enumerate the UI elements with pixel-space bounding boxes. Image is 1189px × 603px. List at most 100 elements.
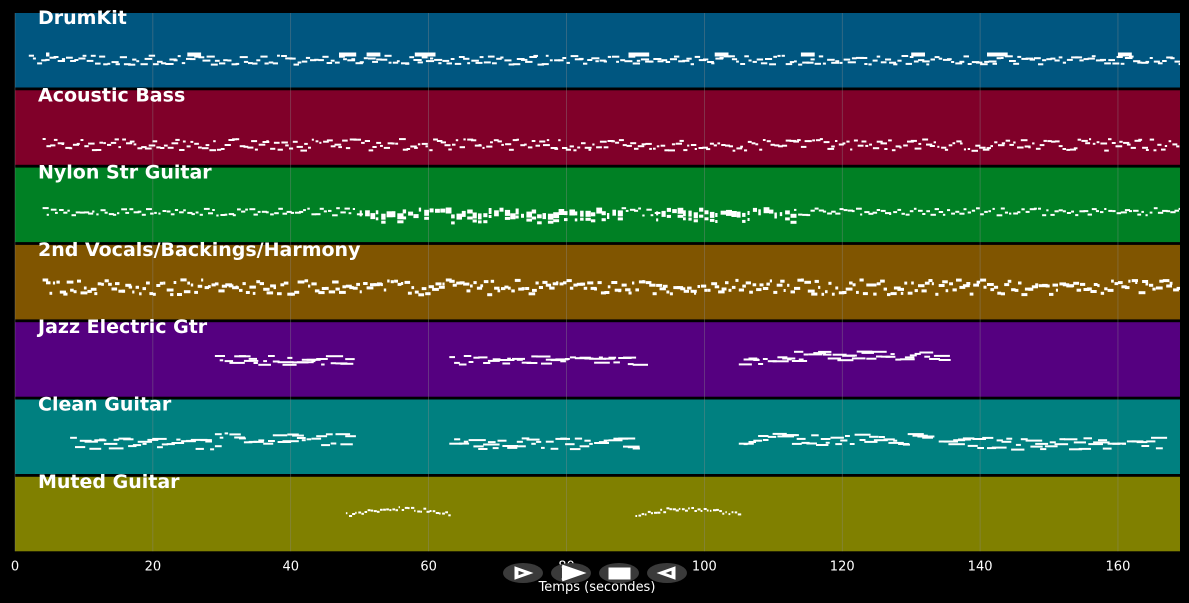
note xyxy=(1000,292,1005,296)
note xyxy=(625,288,631,292)
note xyxy=(239,56,248,59)
note xyxy=(682,59,690,62)
note xyxy=(1078,447,1091,450)
note xyxy=(876,140,883,143)
note xyxy=(584,439,591,442)
note xyxy=(183,209,186,212)
x-tick-label: 60 xyxy=(420,559,437,574)
note xyxy=(396,60,400,63)
note xyxy=(243,441,253,444)
note xyxy=(277,292,282,296)
note xyxy=(1119,140,1123,143)
note xyxy=(1142,146,1148,149)
note xyxy=(318,59,324,62)
note xyxy=(95,62,101,65)
note xyxy=(287,433,299,436)
note xyxy=(281,55,287,57)
note xyxy=(536,355,551,358)
note xyxy=(376,510,380,513)
note xyxy=(861,351,874,354)
note xyxy=(700,284,707,288)
note xyxy=(614,288,622,292)
note xyxy=(1017,55,1022,58)
note xyxy=(878,436,885,438)
note xyxy=(209,149,217,152)
note xyxy=(1071,210,1074,213)
note xyxy=(742,212,746,217)
note xyxy=(632,447,640,450)
note xyxy=(219,62,226,65)
note xyxy=(1104,149,1109,152)
note xyxy=(569,448,581,451)
note xyxy=(718,290,725,294)
note xyxy=(232,214,236,217)
rewind-button[interactable] xyxy=(647,563,687,583)
note xyxy=(220,148,225,150)
note xyxy=(365,210,370,217)
note xyxy=(694,510,697,512)
note xyxy=(955,62,963,65)
note xyxy=(909,210,914,213)
note xyxy=(635,288,639,292)
note xyxy=(458,56,465,58)
note xyxy=(818,209,824,212)
note xyxy=(918,209,923,212)
note xyxy=(553,219,560,223)
note xyxy=(941,146,947,149)
note xyxy=(590,219,596,223)
note xyxy=(330,145,336,148)
note xyxy=(611,140,615,143)
forward-button[interactable] xyxy=(551,563,591,583)
note xyxy=(311,437,322,440)
note xyxy=(873,439,888,442)
note xyxy=(897,59,902,62)
note xyxy=(607,285,611,289)
note xyxy=(905,213,910,216)
note xyxy=(112,213,117,216)
note xyxy=(253,362,258,364)
note xyxy=(306,438,312,441)
note xyxy=(334,61,340,64)
note xyxy=(849,443,855,445)
note xyxy=(800,145,807,148)
note xyxy=(323,210,327,213)
note xyxy=(512,63,521,66)
note xyxy=(107,143,112,146)
note xyxy=(982,436,994,439)
note xyxy=(493,139,499,142)
note xyxy=(645,142,652,145)
note xyxy=(880,355,891,358)
note xyxy=(1054,210,1059,213)
note xyxy=(634,147,639,150)
note xyxy=(297,280,303,284)
note xyxy=(756,288,762,292)
note xyxy=(917,435,935,438)
note xyxy=(596,146,602,149)
stop-button[interactable] xyxy=(599,563,639,583)
note xyxy=(459,281,465,285)
note xyxy=(948,443,965,446)
note xyxy=(1098,439,1108,442)
note xyxy=(224,432,229,435)
note xyxy=(445,207,452,214)
note xyxy=(897,287,904,291)
note xyxy=(438,512,441,515)
note xyxy=(66,280,74,284)
note xyxy=(448,514,451,517)
note xyxy=(84,440,98,443)
note xyxy=(1118,52,1132,57)
note xyxy=(642,214,645,217)
note xyxy=(545,440,554,443)
play-button[interactable] xyxy=(503,563,543,583)
note xyxy=(856,56,864,59)
note xyxy=(395,142,399,145)
note xyxy=(822,62,826,65)
note xyxy=(451,221,455,225)
note xyxy=(270,284,276,288)
note xyxy=(641,513,645,516)
note xyxy=(880,209,886,212)
note xyxy=(358,511,362,514)
note xyxy=(904,356,915,359)
note xyxy=(1083,210,1089,213)
note xyxy=(292,140,298,143)
